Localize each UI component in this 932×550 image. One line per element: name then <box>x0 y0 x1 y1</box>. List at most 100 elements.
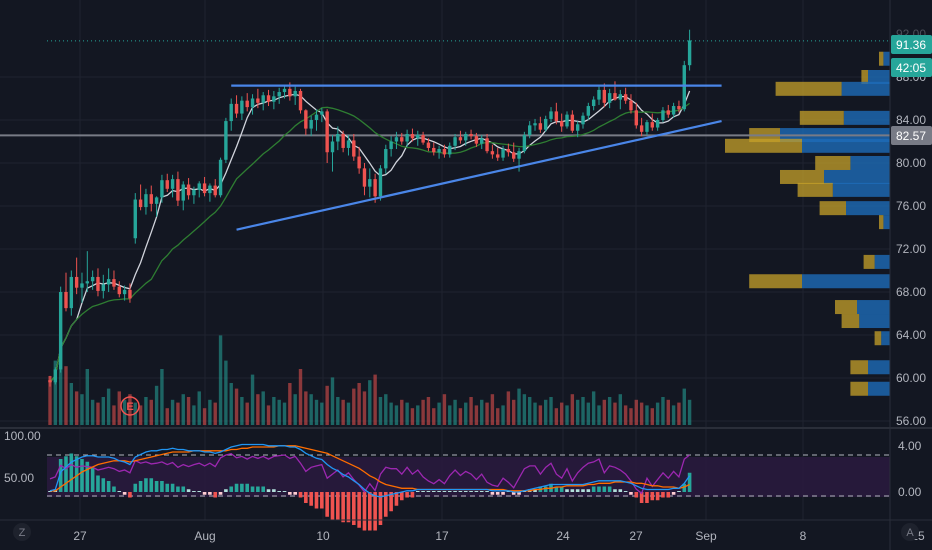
candle[interactable] <box>336 126 340 151</box>
time-tick[interactable]: Sep <box>695 529 717 543</box>
candle[interactable] <box>650 113 654 131</box>
candle[interactable] <box>655 117 660 131</box>
candle[interactable] <box>597 86 601 105</box>
time-tick[interactable]: 8 <box>800 529 807 543</box>
candle[interactable] <box>272 90 276 110</box>
candle[interactable] <box>298 88 303 114</box>
candle[interactable] <box>394 131 399 150</box>
candle[interactable] <box>181 181 185 211</box>
candle[interactable] <box>677 100 681 113</box>
candle[interactable] <box>522 131 527 154</box>
time-axis[interactable]: 27Aug10172427Sep815 <box>73 529 925 543</box>
candle[interactable] <box>448 142 452 158</box>
candle[interactable] <box>186 178 191 200</box>
candle[interactable] <box>570 110 575 133</box>
candle[interactable] <box>549 107 553 123</box>
candle[interactable] <box>405 129 409 147</box>
candle[interactable] <box>176 171 180 206</box>
candle[interactable] <box>293 86 297 105</box>
time-tick[interactable]: 24 <box>556 529 570 543</box>
candle[interactable] <box>197 181 201 198</box>
candle[interactable] <box>160 174 164 203</box>
candle[interactable] <box>378 165 383 201</box>
time-tick[interactable]: 27 <box>73 529 87 543</box>
candle[interactable] <box>352 133 356 161</box>
candle[interactable] <box>341 130 345 153</box>
candle[interactable] <box>330 135 335 172</box>
candle[interactable] <box>170 174 175 198</box>
candle[interactable] <box>101 274 105 299</box>
trendlines[interactable] <box>231 84 722 231</box>
candle[interactable] <box>69 270 74 316</box>
candle[interactable] <box>645 120 649 136</box>
candle[interactable] <box>666 104 670 118</box>
candle[interactable] <box>528 121 532 139</box>
candle[interactable] <box>256 88 260 109</box>
candle[interactable] <box>362 163 367 196</box>
candle[interactable] <box>314 109 319 131</box>
candle[interactable] <box>458 130 463 144</box>
candle[interactable] <box>389 136 393 157</box>
candle[interactable] <box>117 281 121 298</box>
candle[interactable] <box>138 184 143 211</box>
candle[interactable] <box>517 147 521 172</box>
candle[interactable] <box>80 272 84 303</box>
candle[interactable] <box>496 147 500 161</box>
candle[interactable] <box>559 113 564 132</box>
candle[interactable] <box>421 131 425 145</box>
candle[interactable] <box>453 133 457 151</box>
candle[interactable] <box>687 29 692 71</box>
candle[interactable] <box>618 89 623 110</box>
candle[interactable] <box>58 286 63 373</box>
candle[interactable] <box>634 102 638 129</box>
candle[interactable] <box>304 109 308 136</box>
candle[interactable] <box>426 138 431 152</box>
candle[interactable] <box>506 143 511 157</box>
candle[interactable] <box>85 251 90 292</box>
time-tick[interactable]: Aug <box>194 529 215 543</box>
candle[interactable] <box>53 367 58 385</box>
candle[interactable] <box>384 144 388 174</box>
candle[interactable] <box>639 117 644 137</box>
candle[interactable] <box>410 128 415 142</box>
candle[interactable] <box>96 268 100 297</box>
candle[interactable] <box>469 129 473 140</box>
candle[interactable] <box>325 109 329 163</box>
candle[interactable] <box>442 144 447 158</box>
time-tick[interactable]: 17 <box>435 529 449 543</box>
candle[interactable] <box>346 135 351 156</box>
candle[interactable] <box>368 168 372 198</box>
candle[interactable] <box>661 107 665 123</box>
support-trendline[interactable] <box>236 120 722 231</box>
candle[interactable] <box>261 92 265 111</box>
candle[interactable] <box>149 185 153 212</box>
candlesticks[interactable] <box>48 29 692 387</box>
candle[interactable] <box>309 115 313 137</box>
candle[interactable] <box>112 270 116 290</box>
candle[interactable] <box>48 375 52 387</box>
price-axis[interactable]: 88.0084.0080.0076.0072.0068.0064.0060.00… <box>896 27 926 428</box>
candle[interactable] <box>432 142 436 156</box>
time-tick[interactable]: 27 <box>629 529 643 543</box>
candle[interactable] <box>224 117 228 163</box>
candle[interactable] <box>400 132 404 145</box>
candle[interactable] <box>607 88 612 109</box>
candle[interactable] <box>480 135 484 150</box>
candle[interactable] <box>490 144 495 159</box>
candle[interactable] <box>575 121 580 138</box>
candle[interactable] <box>538 116 543 133</box>
candle[interactable] <box>218 157 223 198</box>
indicator-pane[interactable] <box>47 443 890 531</box>
candle[interactable] <box>245 93 249 112</box>
candle[interactable] <box>213 179 217 198</box>
candle[interactable] <box>64 272 68 312</box>
candle[interactable] <box>485 133 489 154</box>
candle[interactable] <box>192 186 196 204</box>
candle[interactable] <box>144 188 148 215</box>
candle[interactable] <box>437 145 441 159</box>
candle[interactable] <box>282 85 287 99</box>
candle[interactable] <box>602 83 607 108</box>
candle[interactable] <box>543 115 548 132</box>
candle[interactable] <box>234 95 239 118</box>
